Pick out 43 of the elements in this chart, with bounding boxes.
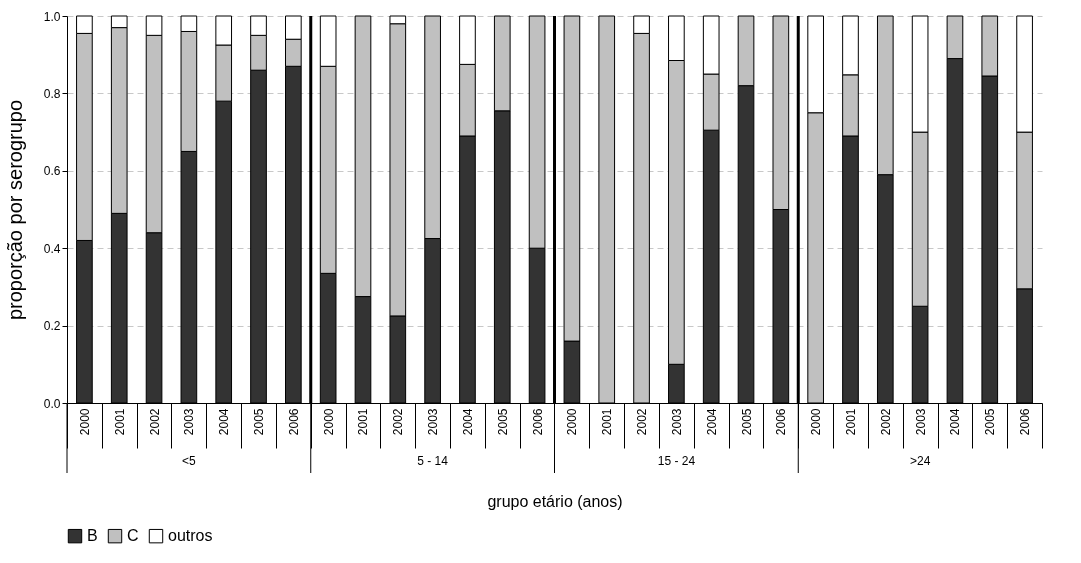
x-tick-label: 2001 <box>112 408 127 436</box>
x-tick-label: 2006 <box>774 408 789 436</box>
x-tick-label: 2004 <box>460 408 475 436</box>
y-tick-label: 1.0 <box>43 9 61 24</box>
legend-label: B <box>87 527 98 545</box>
x-tick-label: 2000 <box>321 408 336 436</box>
x-tick-label: 2004 <box>704 408 719 436</box>
x-tick-label: 2002 <box>878 408 893 436</box>
x-tick-label: 2004 <box>948 408 963 436</box>
x-tick-label: 2003 <box>669 408 684 436</box>
x-tick-label: 2006 <box>530 408 545 436</box>
text: <5 <box>182 454 197 468</box>
legend-label: C <box>127 527 139 545</box>
y-tick-label: 0.0 <box>43 396 61 411</box>
x-tick-label: 2006 <box>1018 408 1033 436</box>
x-tick-label: 2005 <box>739 408 754 436</box>
x-tick-label: 2001 <box>600 408 615 436</box>
x-tick-label: 2003 <box>182 408 197 436</box>
y-tick-label: 0.2 <box>43 319 61 334</box>
x-axis-title: grupo etário (anos) <box>487 493 623 510</box>
x-tick-label: 2000 <box>809 408 824 436</box>
x-tick-label: 2003 <box>426 408 441 436</box>
x-tick-label: 2002 <box>391 408 406 436</box>
x-tick-label: 2005 <box>252 408 267 436</box>
x-tick-label: 2001 <box>843 408 858 436</box>
text: 15 - 24 <box>657 454 696 468</box>
x-tick-label: 2005 <box>495 408 510 436</box>
x-tick-label: 2004 <box>217 408 232 436</box>
y-tick-label: 0.6 <box>43 164 61 179</box>
x-tick-label: 2003 <box>913 408 928 436</box>
x-tick-label: 2000 <box>77 408 92 436</box>
x-tick-label: 2000 <box>565 408 580 436</box>
x-tick-label: 2006 <box>286 408 301 436</box>
x-tick-label: 2005 <box>983 408 998 436</box>
y-tick-label: 0.8 <box>43 86 61 101</box>
legend-label: outros <box>168 527 213 545</box>
text: 5 - 14 <box>417 454 449 468</box>
x-tick-label: 2001 <box>356 408 371 436</box>
x-tick-label: 2002 <box>635 408 650 436</box>
text: >24 <box>909 454 931 468</box>
y-axis-title: proporção por serogrupo <box>3 99 26 321</box>
y-tick-label: 0.4 <box>43 241 61 256</box>
x-tick-label: 2002 <box>147 408 162 436</box>
